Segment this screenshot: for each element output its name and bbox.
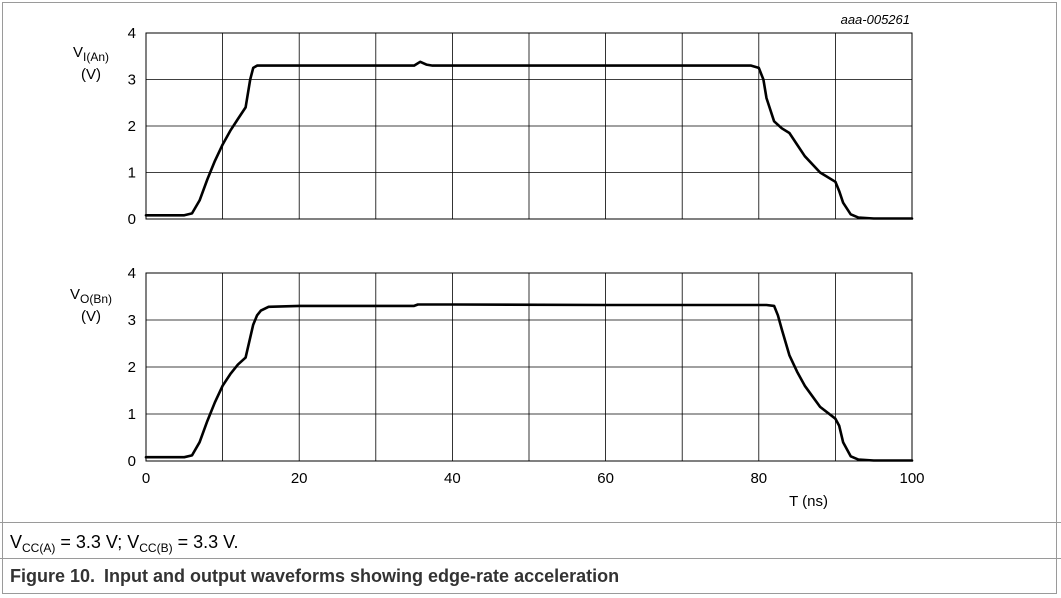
top-y-tick-label: 3 (128, 72, 136, 89)
top-y-tick-label: 0 (128, 211, 136, 228)
x-tick-label: 40 (444, 470, 461, 487)
x-tick-label: 0 (142, 470, 150, 487)
x-tick-label: 80 (750, 470, 767, 487)
supply-conditions: VCC(A) = 3.3 V; VCC(B) = 3.3 V. (10, 532, 239, 555)
title-divider (0, 558, 1061, 559)
caption-divider (0, 522, 1061, 523)
top-ylabel: VI(An) (V) (72, 44, 110, 83)
bottom-y-tick-label: 2 (128, 359, 136, 376)
bottom-ylabel: VO(Bn) (V) (69, 286, 113, 325)
figure-code: aaa-005261 (841, 12, 910, 27)
figure-number: Figure 10. (10, 566, 96, 586)
x-tick-label: 100 (899, 470, 924, 487)
bottom-y-tick-label: 3 (128, 312, 136, 329)
top-waveform-line (144, 60, 914, 220)
top-y-tick-label: 2 (128, 118, 136, 135)
x-tick-label: 60 (597, 470, 614, 487)
bottom-y-tick-label: 1 (128, 406, 136, 423)
top-y-tick-label: 4 (128, 25, 136, 42)
x-axis-label: T (ns) (789, 493, 828, 510)
x-tick-label: 20 (291, 470, 308, 487)
bottom-y-tick-label: 4 (128, 265, 136, 282)
bottom-waveform-line (144, 303, 914, 462)
bottom-y-tick-label: 0 (128, 453, 136, 470)
top-y-tick-label: 1 (128, 165, 136, 182)
figure-caption: Figure 10. Input and output waveforms sh… (10, 566, 619, 587)
figure-title: Input and output waveforms showing edge-… (104, 566, 620, 586)
